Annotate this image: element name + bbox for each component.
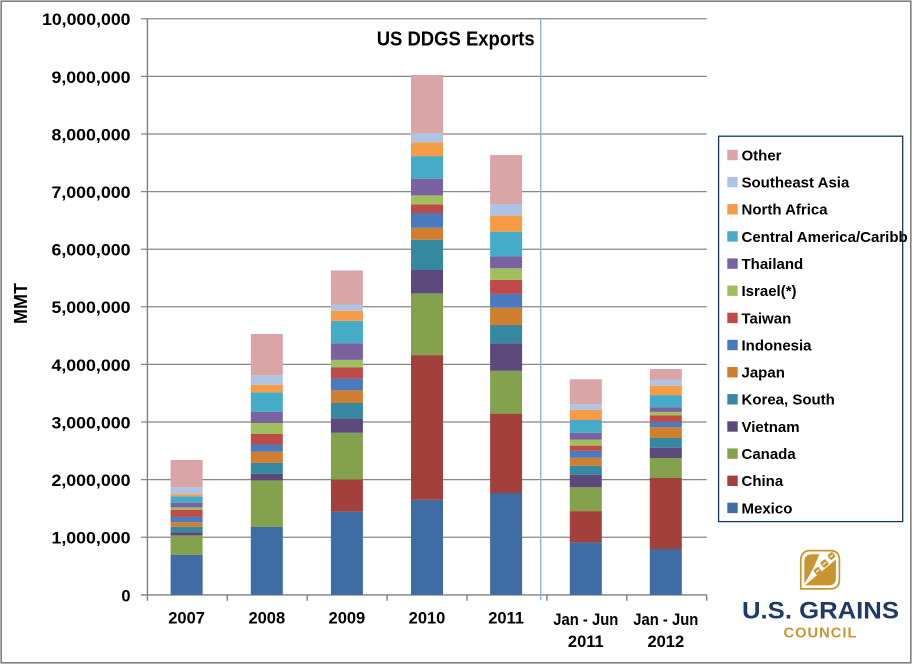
svg-text:6,000,000: 6,000,000 xyxy=(52,242,131,260)
svg-text:COUNCIL: COUNCIL xyxy=(784,626,858,642)
svg-text:2007: 2007 xyxy=(168,609,205,627)
svg-text:2010: 2010 xyxy=(409,609,446,627)
svg-text:Indonesia: Indonesia xyxy=(742,337,813,354)
svg-text:Thailand: Thailand xyxy=(742,256,804,273)
svg-text:Canada: Canada xyxy=(742,446,797,463)
svg-text:2009: 2009 xyxy=(329,609,366,627)
svg-text:8,000,000: 8,000,000 xyxy=(52,126,131,144)
svg-text:2011: 2011 xyxy=(488,609,524,627)
svg-text:2008: 2008 xyxy=(248,609,285,627)
svg-text:North Africa: North Africa xyxy=(742,202,829,219)
svg-text:Southeast Asia: Southeast Asia xyxy=(742,175,850,192)
svg-text:Jan - Jun: Jan - Jun xyxy=(633,611,698,629)
svg-text:Other: Other xyxy=(742,147,782,164)
svg-text:Japan: Japan xyxy=(742,365,785,382)
svg-text:2011: 2011 xyxy=(568,633,604,651)
svg-text:10,000,000: 10,000,000 xyxy=(42,11,131,29)
svg-text:0: 0 xyxy=(121,587,130,605)
svg-text:Israel(*): Israel(*) xyxy=(742,283,797,300)
svg-text:4,000,000: 4,000,000 xyxy=(52,357,131,375)
svg-text:7,000,000: 7,000,000 xyxy=(52,184,131,202)
svg-text:3,000,000: 3,000,000 xyxy=(52,414,131,432)
svg-text:U.S. GRAINS: U.S. GRAINS xyxy=(742,598,899,625)
svg-text:Korea, South: Korea, South xyxy=(742,392,835,409)
svg-text:5,000,000: 5,000,000 xyxy=(52,299,131,317)
svg-text:1,000,000: 1,000,000 xyxy=(52,530,131,548)
svg-text:Jan - Jun: Jan - Jun xyxy=(553,611,618,629)
svg-text:China: China xyxy=(742,473,784,490)
svg-text:2012: 2012 xyxy=(647,633,684,651)
svg-text:Central America/Caribb: Central America/Caribb xyxy=(742,229,908,246)
svg-text:Taiwan: Taiwan xyxy=(742,310,792,327)
svg-text:Vietnam: Vietnam xyxy=(742,419,800,436)
svg-text:2,000,000: 2,000,000 xyxy=(52,472,131,490)
svg-text:Mexico: Mexico xyxy=(742,500,793,517)
svg-text:9,000,000: 9,000,000 xyxy=(52,69,131,87)
svg-text:MMT: MMT xyxy=(11,283,31,324)
svg-text:US DDGS Exports: US DDGS Exports xyxy=(377,28,535,51)
